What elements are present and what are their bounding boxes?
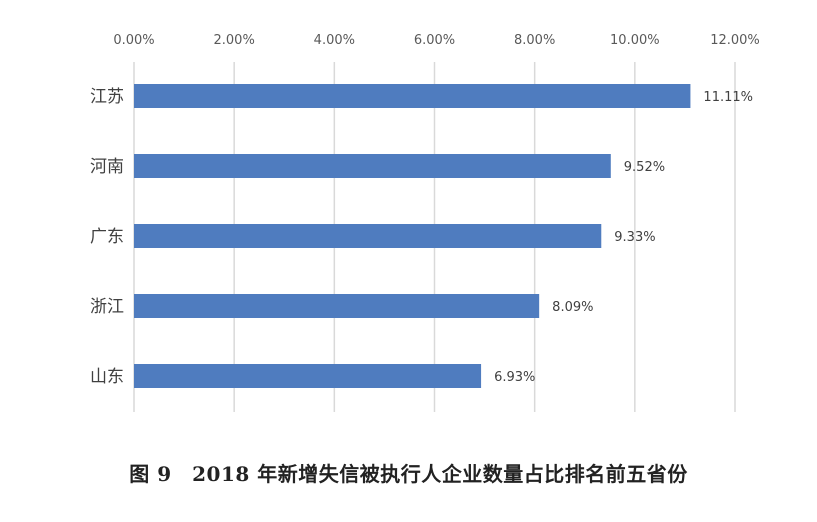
category-label: 江苏 xyxy=(90,87,124,107)
data-label: 8.09% xyxy=(552,300,593,315)
category-label: 山东 xyxy=(90,367,124,387)
category-label: 浙江 xyxy=(90,297,124,317)
data-labels: 11.11% 9.52% 9.33% 8.09% 6.93% xyxy=(494,90,753,385)
x-tick-label: 12.00% xyxy=(710,33,760,48)
bar xyxy=(134,154,611,178)
category-label: 河南 xyxy=(90,157,124,177)
bar xyxy=(134,84,691,108)
data-label: 9.33% xyxy=(614,230,655,245)
x-tick-label: 0.00% xyxy=(113,33,154,48)
bar xyxy=(134,364,482,388)
x-tick-label: 4.00% xyxy=(314,33,355,48)
bar xyxy=(134,224,602,248)
figure-caption: 图 9 2018 年新增失信被执行人企业数量占比排名前五省份 xyxy=(129,462,688,486)
data-label: 9.52% xyxy=(624,160,665,175)
bar xyxy=(134,294,540,318)
data-label: 6.93% xyxy=(494,370,535,385)
bars xyxy=(134,84,691,388)
bar-chart: 0.00% 2.00% 4.00% 6.00% 8.00% 10.00% 12.00% 江苏… xyxy=(90,33,760,412)
x-tick-label: 10.00% xyxy=(610,33,660,48)
x-tick-label: 6.00% xyxy=(414,33,455,48)
category-label: 广东 xyxy=(90,227,124,247)
data-label: 11.11% xyxy=(703,90,753,105)
x-tick-label: 8.00% xyxy=(514,33,555,48)
x-axis-ticks: 0.00% 2.00% 4.00% 6.00% 8.00% 10.00% 12.00% xyxy=(113,33,759,48)
x-tick-label: 2.00% xyxy=(214,33,255,48)
